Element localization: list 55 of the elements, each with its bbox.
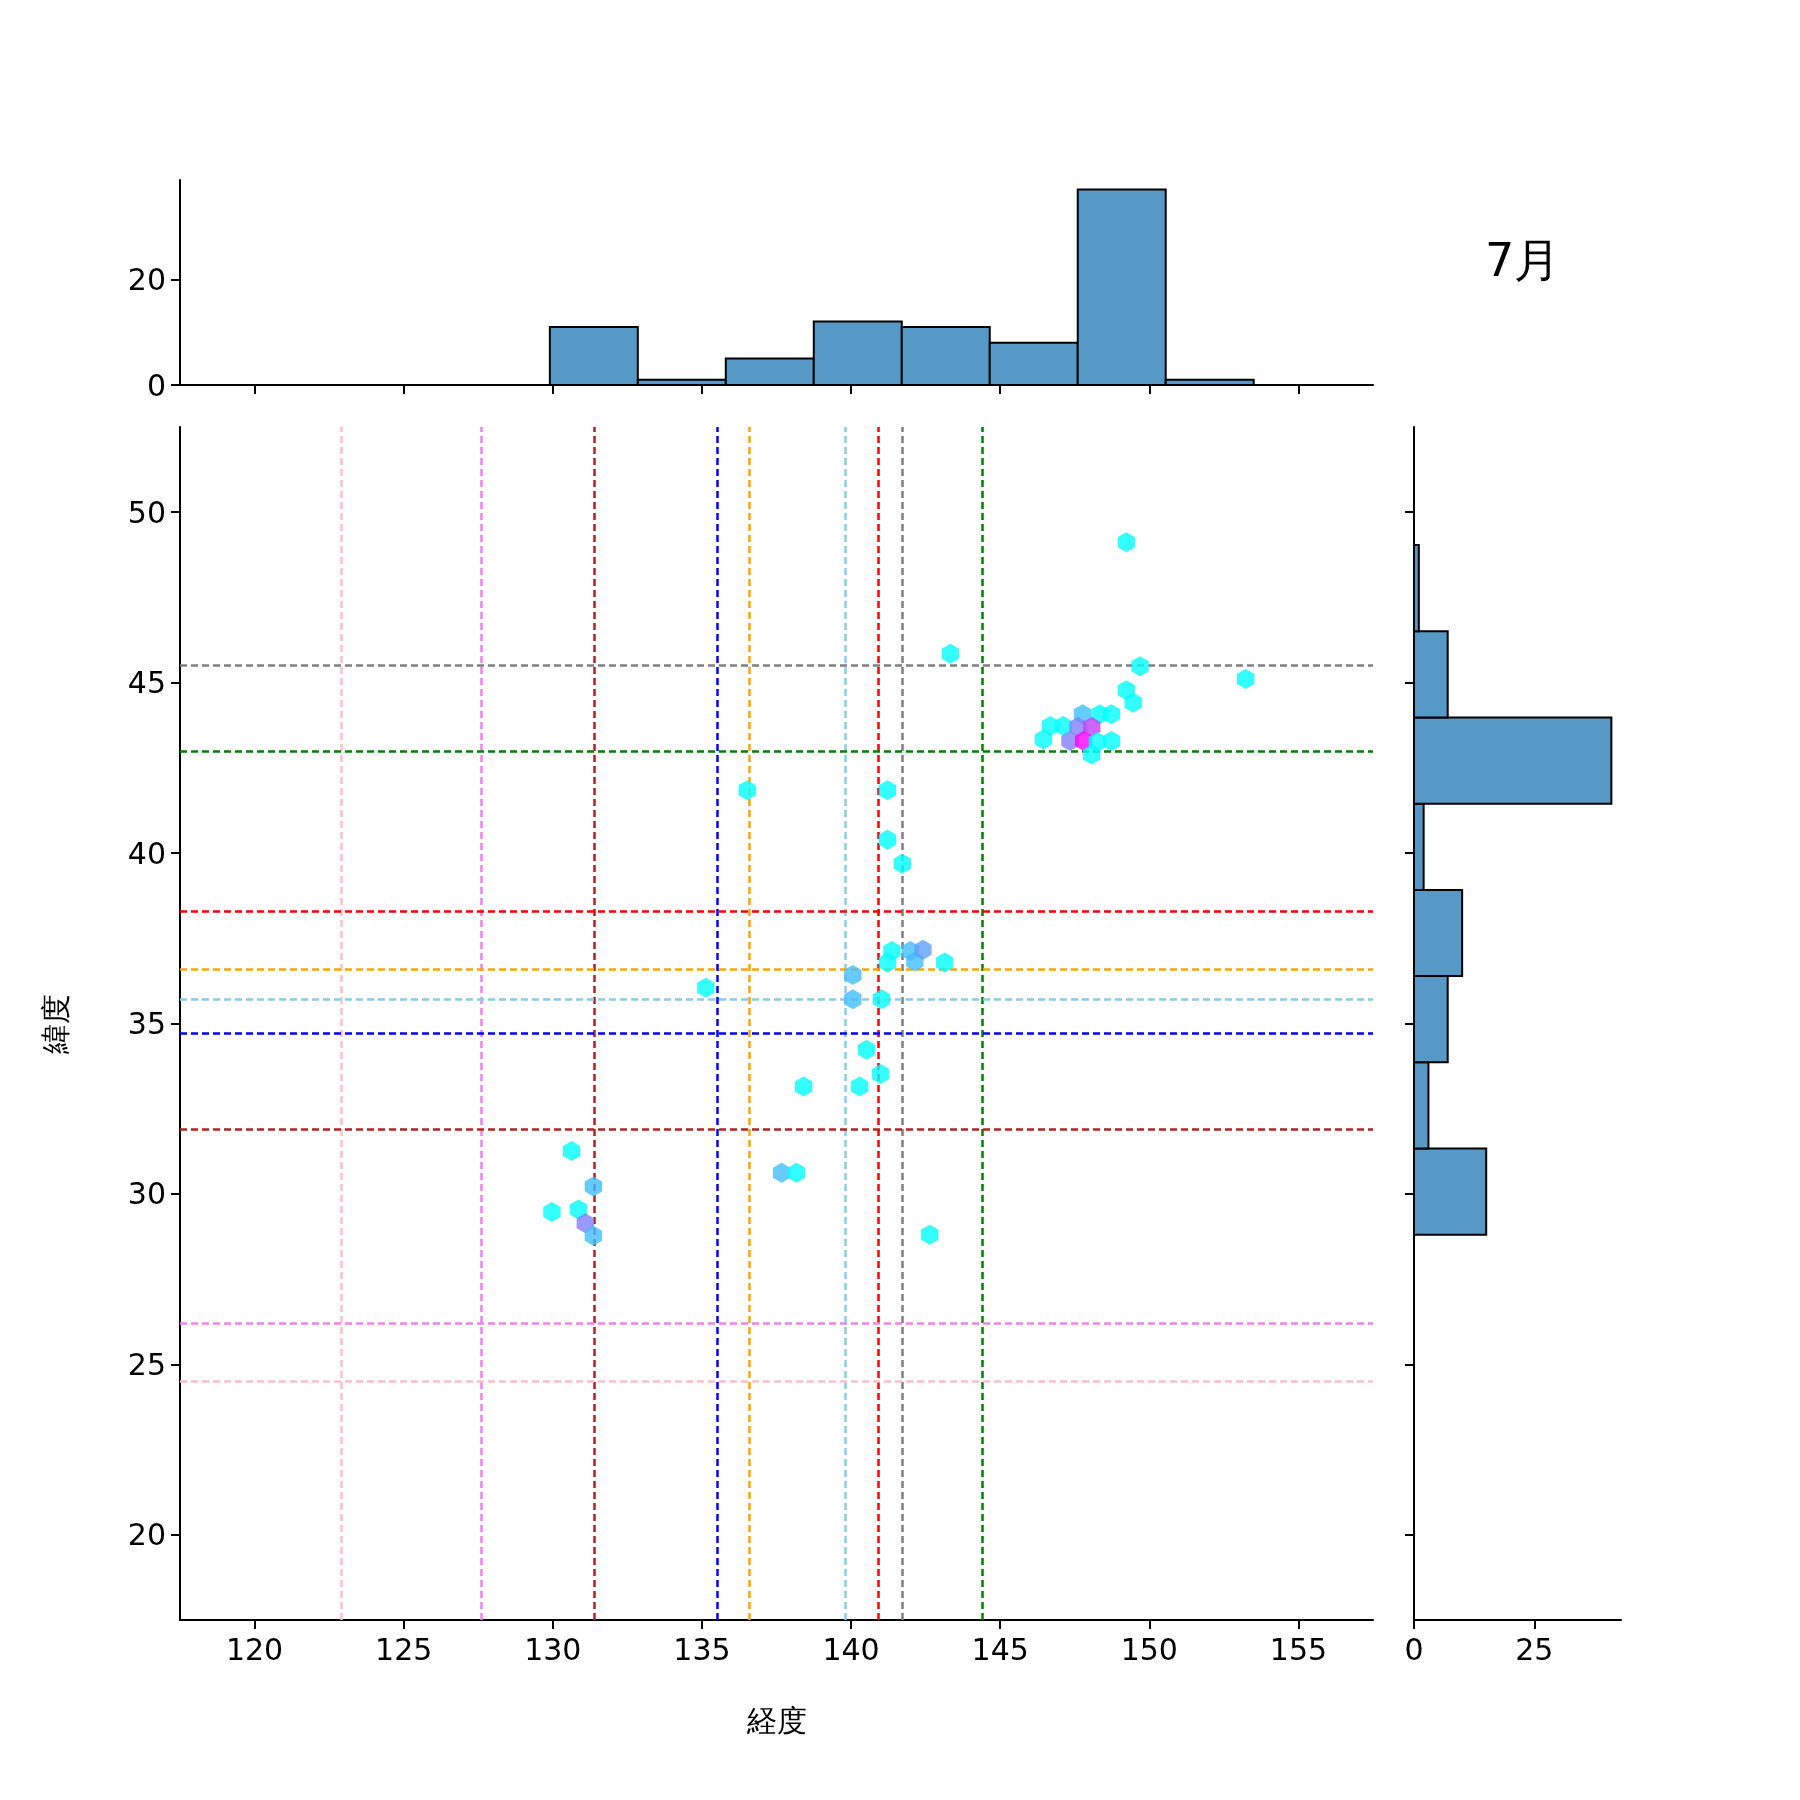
x-axis-title: 経度 xyxy=(745,1702,807,1738)
point xyxy=(1102,704,1121,725)
point xyxy=(772,1162,791,1183)
point xyxy=(871,1063,890,1084)
point xyxy=(1117,532,1136,553)
chart-title: 7月 xyxy=(1485,233,1561,287)
point xyxy=(878,829,897,850)
y-tick-label: 35 xyxy=(127,1006,166,1041)
x-tick-label: 130 xyxy=(524,1631,582,1667)
x-tick-label: 120 xyxy=(225,1631,284,1667)
x-tick-label: 140 xyxy=(822,1631,880,1667)
y-tick-label: 0 xyxy=(146,367,166,403)
point xyxy=(878,952,897,973)
x-tick-label: 145 xyxy=(971,1631,1029,1667)
y-tick-label: 20 xyxy=(127,1517,166,1553)
x-tick-label: 155 xyxy=(1269,1631,1328,1667)
point xyxy=(941,643,960,664)
y-tick-label: 30 xyxy=(127,1176,166,1212)
point xyxy=(1131,656,1149,677)
point xyxy=(738,780,756,801)
x-tick-label: 125 xyxy=(375,1631,433,1667)
point xyxy=(1083,716,1101,737)
point xyxy=(584,1176,603,1197)
y-tick-label: 40 xyxy=(127,835,166,871)
point xyxy=(1034,729,1053,750)
point xyxy=(872,989,891,1010)
point xyxy=(584,1225,603,1246)
point xyxy=(569,1199,588,1220)
point xyxy=(851,1076,869,1097)
point xyxy=(914,939,932,960)
point xyxy=(1236,668,1255,689)
point xyxy=(697,977,715,998)
point xyxy=(921,1224,939,1245)
point xyxy=(1083,744,1101,765)
point xyxy=(543,1201,561,1222)
y-tick-label: 20 xyxy=(127,261,166,297)
point xyxy=(794,1076,813,1097)
x-tick-label: 0 xyxy=(1404,1631,1424,1667)
x-tick-label: 25 xyxy=(1515,1631,1554,1667)
point xyxy=(844,989,862,1010)
point xyxy=(857,1039,876,1060)
point xyxy=(1102,730,1121,751)
point xyxy=(936,952,954,973)
point xyxy=(878,780,897,801)
y-tick-label: 45 xyxy=(127,665,166,701)
point xyxy=(562,1140,581,1161)
y-tick-label: 25 xyxy=(127,1346,166,1382)
point xyxy=(787,1162,806,1183)
x-tick-label: 135 xyxy=(673,1631,731,1667)
x-tick-label: 150 xyxy=(1120,1631,1178,1667)
y-tick-label: 50 xyxy=(127,494,166,530)
point xyxy=(1124,692,1142,713)
point xyxy=(893,853,912,874)
point xyxy=(844,965,862,986)
y-axis-title: 緯度 xyxy=(37,993,73,1055)
